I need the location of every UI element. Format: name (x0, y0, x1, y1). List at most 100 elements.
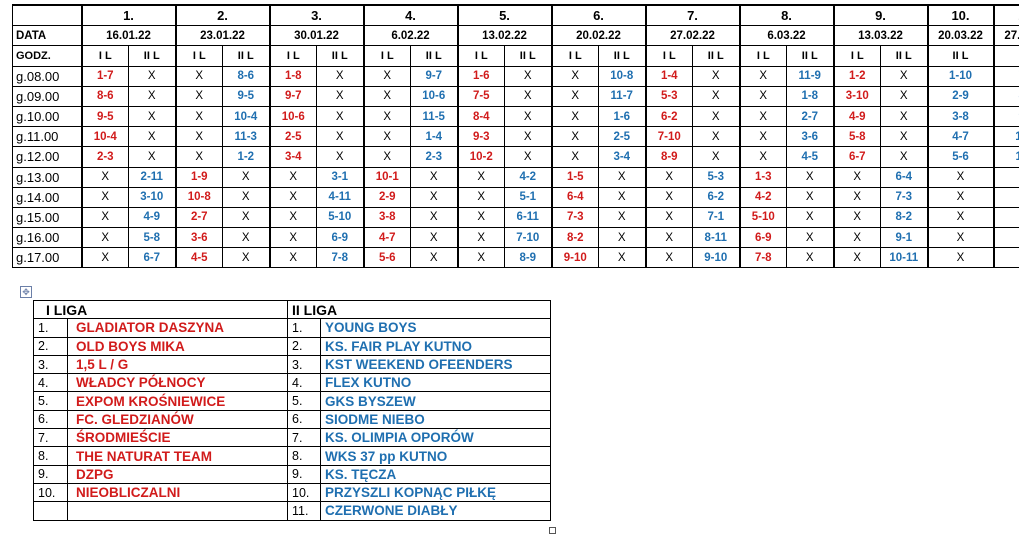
league-row: 2. OLD BOYS MIKA 2. KS. FAIR PLAY KUTNO (33, 336, 552, 356)
liga-2-number: 7. (287, 428, 322, 448)
match-cell: 11-3 (222, 126, 270, 148)
match-cell: X (550, 105, 599, 128)
match-cell: 9-7 (268, 85, 317, 107)
match-cell: X (880, 105, 928, 128)
league-column-label: II L (598, 45, 646, 67)
table-resize-handle[interactable] (549, 527, 556, 534)
league-column-label: II L (992, 45, 1019, 67)
match-cell: X (410, 186, 458, 208)
match-cell: X (644, 206, 693, 229)
match-cell: 11-9 (786, 65, 834, 87)
round-number: 2. (174, 4, 270, 27)
match-cell: X (692, 65, 740, 87)
match-cell: X (644, 166, 693, 188)
league-column-label: I L (738, 45, 787, 67)
match-cell: X (174, 85, 223, 107)
liga-1-number: 4. (33, 373, 68, 393)
match-cell: X (410, 247, 458, 269)
match-cell: X (222, 206, 270, 229)
match-cell: X (316, 85, 364, 107)
hour-row: g.16.00 X 5-8 3-6 X X 6-9 4-7 X X 7-10 8-2 X X 8-11 6-9… (12, 227, 1019, 249)
match-cell: 3-8 (362, 206, 411, 229)
match-cell: X (362, 65, 411, 87)
match-cell: X (174, 146, 223, 168)
hour-label: g.13.00 (12, 166, 82, 188)
match-cell: 7-3 (880, 186, 928, 208)
match-cell: 8-6 (222, 65, 270, 87)
league-row: 5. EXPOM KROŚNIEWICE 5. GKS BYSZEW (33, 391, 552, 411)
match-cell: X (80, 227, 129, 249)
match-cell: X (786, 206, 834, 229)
match-cell: X (832, 247, 881, 269)
match-cell: X (128, 146, 176, 168)
match-cell: X (644, 227, 693, 249)
hour-label: g.14.00 (12, 186, 82, 208)
match-cell: X (268, 227, 317, 249)
liga-1-team: FC. GLEDZIANÓW (66, 409, 289, 430)
match-cell: X (128, 126, 176, 148)
match-cell: X (926, 227, 994, 249)
league-row: 7. ŚRODMIEŚCIE 7. KS. OLIMPIA OPORÓW (33, 428, 552, 448)
match-cell: 7-10 (504, 227, 552, 249)
match-cell: 10-2 (456, 146, 505, 168)
league-row: 3. 1,5 L / G 3. KST WEEKEND OFEENDERS (33, 354, 552, 375)
match-cell: 6-9 (738, 227, 787, 249)
match-cell: 6-4 (880, 166, 928, 188)
match-cell: X (992, 206, 1019, 229)
match-cell: X (222, 247, 270, 269)
match-cell: 8-6 (80, 85, 129, 107)
round-number: 3. (268, 4, 364, 27)
liga-2-number: 10. (287, 482, 322, 503)
match-cell: X (268, 166, 317, 188)
hour-label: g.17.00 (12, 247, 82, 269)
match-cell: 9-10 (550, 247, 599, 269)
liga-1-number: 2. (33, 336, 68, 356)
liga-2-number: 1. (287, 318, 322, 338)
match-cell: 9-1 (880, 227, 928, 249)
match-cell: 10-6 (410, 85, 458, 107)
match-cell: 9-10 (692, 247, 740, 269)
godz-label: GODZ. (12, 45, 82, 67)
liga-2-team: GKS BYSZEW (320, 391, 552, 411)
match-cell: 3-4 (268, 146, 317, 168)
match-cell: 6-2 (692, 186, 740, 208)
match-cell: X (504, 105, 552, 128)
move-cross-icon[interactable]: ✥ (20, 286, 32, 298)
match-cell: X (80, 206, 129, 229)
liga-1-team: NIEOBLICZALNI (66, 482, 289, 503)
round-number: 1. (80, 4, 176, 27)
match-cell: 10-8 (174, 186, 223, 208)
match-cell: X (786, 227, 834, 249)
hour-row: g.12.00 2-3 X X 1-2 3-4 X X 2-3 10-2 X X 3-4 8-9 X X 4-5… (12, 146, 1019, 168)
match-cell: X (880, 65, 928, 87)
match-cell: 2-9 (362, 186, 411, 208)
match-cell: 7-5 (456, 85, 505, 107)
match-cell: 4-2 (738, 186, 787, 208)
match-cell: 3-10 (128, 186, 176, 208)
match-cell: X (992, 186, 1019, 208)
match-cell: X (456, 247, 505, 269)
match-cell: 10-1 (362, 166, 411, 188)
match-cell: X (362, 126, 411, 148)
round-number: 8. (738, 4, 834, 27)
match-cell: 7-5 (992, 65, 1019, 87)
match-cell: X (926, 166, 994, 188)
match-cell: 5-10 (738, 206, 787, 229)
round-number: 5. (456, 4, 552, 27)
hour-label: g.10.00 (12, 105, 82, 128)
match-cell: X (174, 65, 223, 87)
liga-2-team: SIODME NIEBO (320, 409, 552, 430)
match-cell: 8-2 (880, 206, 928, 229)
match-cell: X (80, 247, 129, 269)
liga-2-number: 8. (287, 446, 322, 466)
league-column-label: II L (786, 45, 834, 67)
match-cell: X (786, 166, 834, 188)
match-cell: 5-10 (316, 206, 364, 229)
match-cell: 5-6 (926, 146, 994, 168)
hour-row: g.09.00 8-6 X X 9-5 9-7 X X 10-6 7-5 X X 11-7 5-3 X X 1-… (12, 85, 1019, 107)
match-cell: 3-6 (786, 126, 834, 148)
league-column-label: I L (362, 45, 411, 67)
match-cell: X (598, 186, 646, 208)
liga-2-team: KST WEEKEND OFEENDERS (320, 354, 552, 375)
match-cell: 6-9 (316, 227, 364, 249)
